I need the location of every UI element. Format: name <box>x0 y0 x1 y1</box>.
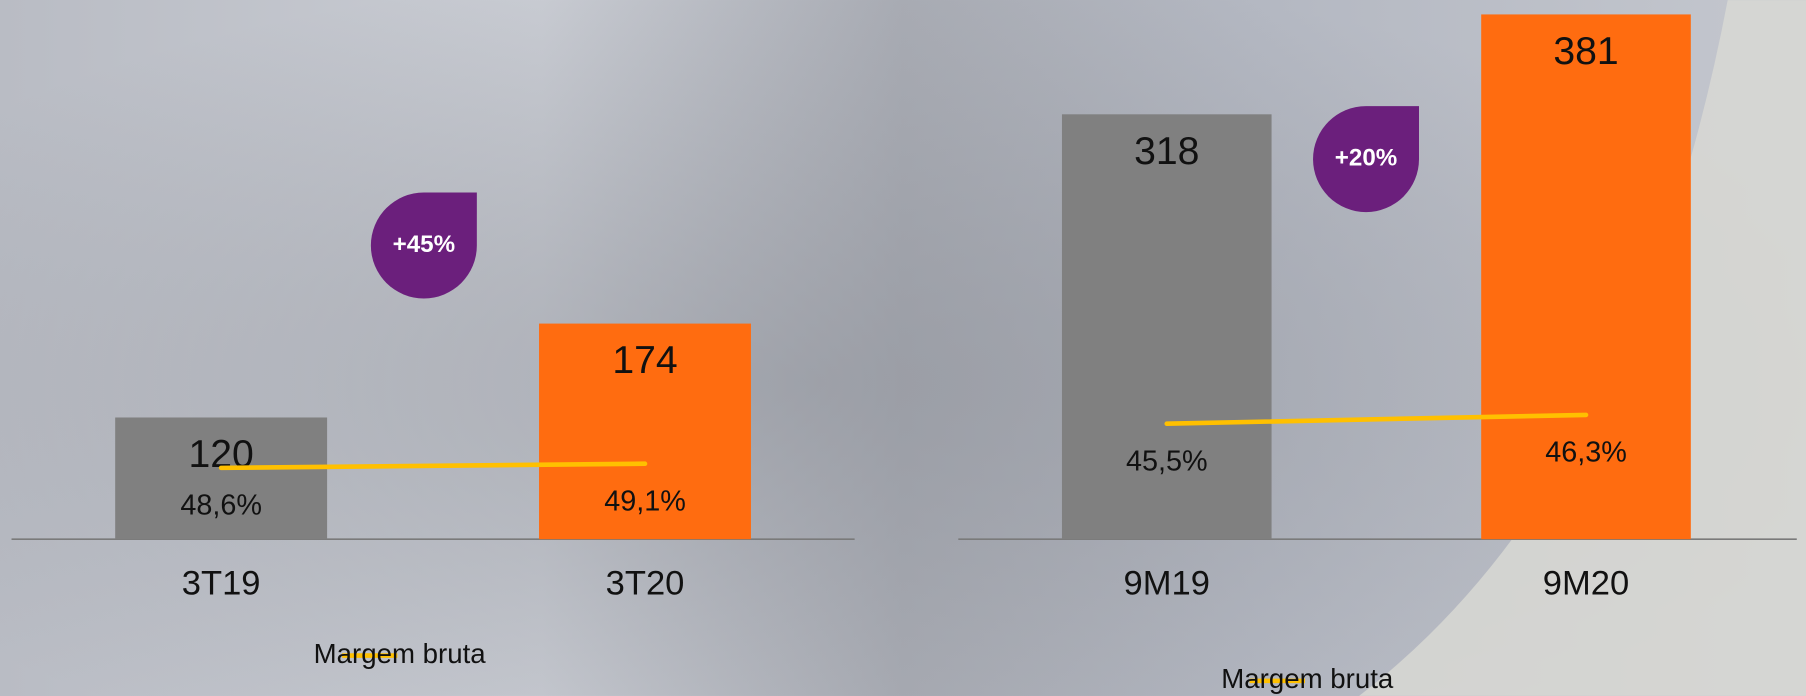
line <box>218 461 648 471</box>
legend-label: Margem bruta <box>1221 663 1394 694</box>
bar <box>539 323 751 540</box>
bar <box>1481 14 1691 540</box>
bar <box>115 417 328 540</box>
x-tick-label: 9M19 <box>1124 564 1210 602</box>
legend-label: Margem bruta <box>314 638 487 669</box>
growth-badge <box>1313 106 1419 213</box>
background-curve <box>1359 0 1806 696</box>
line-value-label: 46,3% <box>1545 437 1627 469</box>
growth-badge-label: +20% <box>1335 144 1398 171</box>
growth-badge-label: +45% <box>393 231 456 258</box>
bar-value-label: 174 <box>612 339 677 382</box>
line-value-label: 48,6% <box>180 490 262 522</box>
bar <box>1061 114 1272 540</box>
x-tick-label: 3T19 <box>182 564 261 602</box>
line-value-label: 45,5% <box>1126 445 1208 477</box>
line-value-label: 49,1% <box>604 486 686 518</box>
growth-badge <box>370 192 477 299</box>
bar-value-label: 318 <box>1134 130 1199 173</box>
x-tick-label: 9M20 <box>1543 564 1629 602</box>
line <box>1164 412 1589 426</box>
x-tick-label: 3T20 <box>606 564 685 602</box>
bar-value-label: 381 <box>1553 30 1618 73</box>
